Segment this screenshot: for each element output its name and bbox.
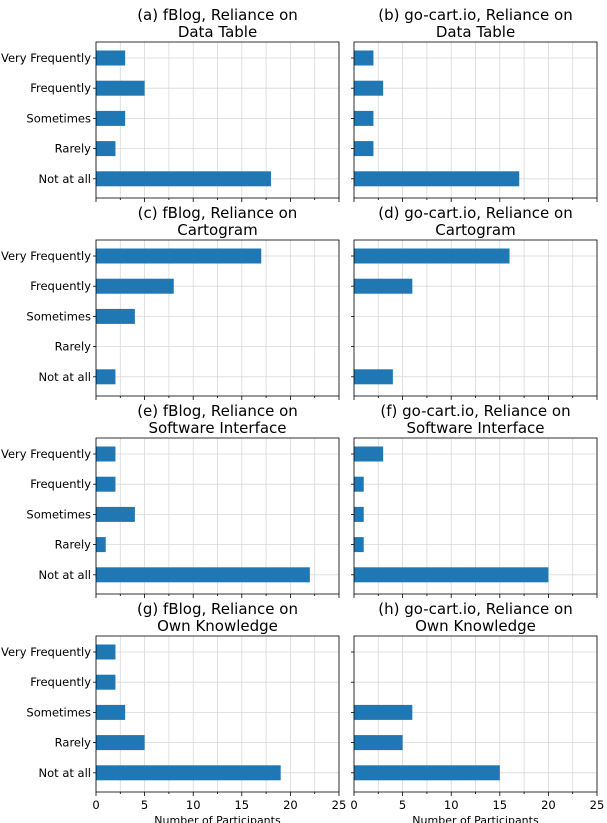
bar-rarely [96,537,106,553]
bar-frequently [96,476,116,492]
subplot-a: Very Frequently Frequently Sometimes Rarely… [1,6,340,202]
bar-very-frequently [96,50,126,66]
x-tick-label: 10 [444,798,459,812]
bar-frequently [96,80,145,96]
bar-sometimes [354,704,413,720]
bar-not-at-all [96,567,310,583]
x-tick-label: 20 [283,798,298,812]
y-tick-label: Very Frequently [1,249,91,263]
bar-very-frequently [354,248,510,264]
bar-rarely [96,141,116,157]
subplot-title: (b) go-cart.io, Reliance on Data Table [378,6,572,41]
y-tick-label: Frequently [30,81,91,95]
x-tick-label: 25 [590,798,605,812]
subplot-title: (e) fBlog, Reliance on Software Interface [137,402,298,437]
bar-rarely [354,735,403,751]
x-tick-label: 15 [492,798,507,812]
y-tick-label: Rarely [55,142,92,156]
bar-sometimes [96,308,135,324]
y-tick-label: Rarely [55,538,92,552]
y-tick-label: Not at all [39,568,91,582]
y-tick-label: Very Frequently [1,447,91,461]
bar-very-frequently [96,446,116,462]
subplot-h: 0 5 10 15 20 25 (h) go-cart.io, Reliance on Own… [350,600,604,823]
bar-sometimes [96,110,126,126]
y-tick-label: Sometimes [26,507,91,521]
subplot-title: (c) fBlog, Reliance on Cartogram [138,204,298,239]
x-tick-label: 10 [186,798,201,812]
bar-not-at-all [354,567,549,583]
y-tick-label: Frequently [30,477,91,491]
subplot-title: (d) go-cart.io, Reliance on Cartogram [378,204,572,239]
y-tick-label: Sometimes [26,111,91,125]
x-tick-label: 20 [541,798,556,812]
subplot-b: (b) go-cart.io, Reliance on Data Table [351,6,598,202]
bar-sometimes [96,506,135,522]
bar-not-at-all [96,765,281,781]
bar-not-at-all [354,369,393,385]
y-tick-label: Not at all [39,766,91,780]
y-tick-label: Frequently [30,279,91,293]
subplot-g: Very Frequently Frequently Sometimes Rarely… [1,600,346,823]
subplot-title: (a) fBlog, Reliance on Data Table [137,6,298,41]
y-tick-label: Frequently [30,675,91,689]
x-tick-label: 0 [92,798,99,812]
subplot-f: (f) go-cart.io, Reliance on Software Inte… [351,402,598,598]
bar-very-frequently [354,446,384,462]
bar-sometimes [354,110,374,126]
y-tick-label: Rarely [55,340,92,354]
bar-frequently [96,278,174,294]
bar-rarely [354,537,364,553]
bar-frequently [96,674,116,690]
y-tick-label: Sometimes [26,309,91,323]
subplot-c: Very Frequently Frequently Sometimes Rarely… [1,204,340,400]
bar-sometimes [354,506,364,522]
bar-very-frequently [96,644,116,660]
y-tick-label: Rarely [55,736,92,750]
bar-rarely [96,735,145,751]
y-tick-label: Very Frequently [1,51,91,65]
bar-not-at-all [354,765,500,781]
subplot-title: (h) go-cart.io, Reliance on Own Knowledge [378,600,572,635]
bar-frequently [354,476,364,492]
x-axis-label: Number of Participants [154,814,281,823]
subplot-d: (d) go-cart.io, Reliance on Cartogram [351,204,598,400]
y-tick-label: Not at all [39,172,91,186]
x-tick-label: 5 [399,798,406,812]
bar-very-frequently [96,248,262,264]
y-tick-label: Not at all [39,370,91,384]
bar-very-frequently [354,50,374,66]
bar-frequently [354,278,413,294]
x-tick-label: 25 [332,798,347,812]
bar-sometimes [96,704,126,720]
bar-not-at-all [96,171,271,187]
x-tick-label: 5 [141,798,148,812]
x-axis-label: Number of Participants [412,814,539,823]
bar-not-at-all [354,171,520,187]
y-tick-label: Sometimes [26,705,91,719]
bar-rarely [354,141,374,157]
bar-not-at-all [96,369,116,385]
x-tick-label: 15 [234,798,249,812]
subplot-e: Very Frequently Frequently Sometimes Rarely… [1,402,340,598]
subplot-title: (f) go-cart.io, Reliance on Software Inte… [380,402,570,437]
y-tick-label: Very Frequently [1,645,91,659]
x-tick-label: 0 [350,798,357,812]
bar-frequently [354,80,384,96]
subplot-title: (g) fBlog, Reliance on Own Knowledge [137,600,298,635]
